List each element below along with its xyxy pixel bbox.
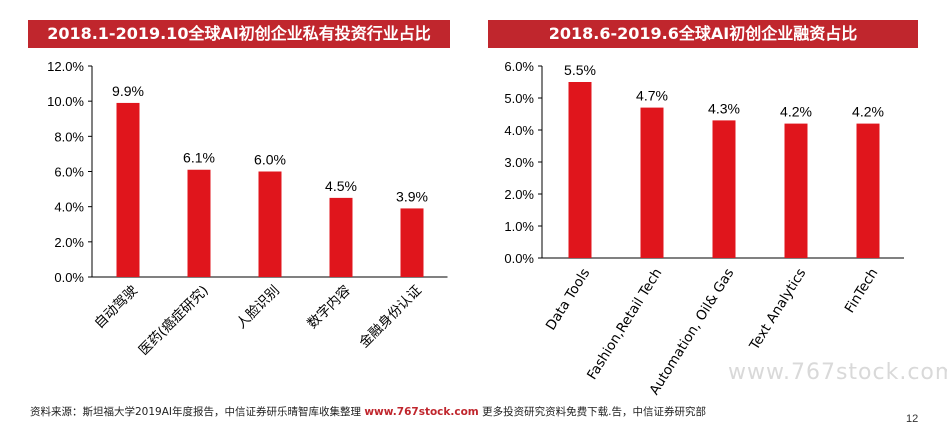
right-value-label: 4.2% [852,104,884,120]
right-category-label: FinTech [842,266,882,316]
left-bar [400,208,424,277]
right-category-label: Automation, Oil& Gas [646,266,737,398]
left-bar [329,197,353,277]
left-value-label: 3.9% [396,188,428,204]
left-y-tick-label: 10.0% [47,94,84,109]
right-value-label: 4.3% [708,100,740,116]
page-number: 12 [906,413,919,425]
right-y-tick-label: 3.0% [504,155,534,170]
left-value-label: 9.9% [112,83,144,99]
source-site-link[interactable]: www.767stock.com [364,406,479,418]
left-value-label: 4.5% [325,178,357,194]
left-y-tick-label: 2.0% [54,235,84,250]
left-chart-title: 2018.1-2019.10全球AI初创企业私有投资行业占比 [28,20,450,48]
right-value-label: 5.5% [564,62,596,78]
source-tail: .告，中信证券研究部 [608,406,706,418]
right-chart-title: 2018.6-2019.6全球AI初创企业融资占比 [488,20,918,48]
right-y-tick-label: 1.0% [504,219,534,234]
left-value-label: 6.1% [183,150,215,166]
source-overlay-text: 乐晴智库收集整理 [277,406,362,418]
right-value-label: 4.2% [780,104,812,120]
left-y-tick-label: 12.0% [47,59,84,74]
charts-canvas: 0.0% 2.0% 4.0% 6.0% 8.0% 10.0% 12.0% 9.9% 自动驾驶 6.… [47,59,904,398]
right-y-tick-label: 0.0% [504,251,534,266]
watermark: www.767stock.com [728,360,947,385]
left-value-label: 6.0% [254,152,286,168]
left-category-label: 数字内容 [304,282,354,332]
left-bar [258,171,282,277]
right-category-label: Data Tools [543,266,594,334]
right-y-tick-label: 2.0% [504,187,534,202]
left-y-tick-label: 4.0% [54,200,84,215]
right-category-label: Fashion,Retail Tech [584,266,665,383]
left-category-label: 金融身份认证 [356,283,425,352]
right-value-label: 4.7% [636,88,668,104]
right-category-label: Text Analytics [746,266,809,354]
right-bar [856,123,880,258]
right-bar [568,82,592,258]
source-note: 资料来源：斯坦福大学2019AI年度报告，中信证券研乐晴智库收集整理 www.7… [30,404,706,419]
source-label: 资料来源：斯坦福大学2019AI年度报告，中信证券研 [30,406,278,418]
left-category-label: 医药(癌症研究) [136,283,212,359]
right-bar [784,123,808,258]
left-y-tick-label: 0.0% [54,270,84,285]
right-bar [712,120,736,259]
left-y-tick-label: 8.0% [54,129,84,144]
right-y-tick-label: 4.0% [504,123,534,138]
source-overlay-text-2: 更多投资研究资料免费下载 [482,406,609,418]
left-category-label: 人脸识别 [233,283,282,332]
left-bar [187,169,211,277]
right-bar [640,107,664,258]
right-y-tick-label: 6.0% [504,59,534,74]
left-bar [116,102,140,277]
left-category-label: 自动驾驶 [91,283,140,332]
left-y-tick-label: 6.0% [54,165,84,180]
right-y-tick-label: 5.0% [504,91,534,106]
